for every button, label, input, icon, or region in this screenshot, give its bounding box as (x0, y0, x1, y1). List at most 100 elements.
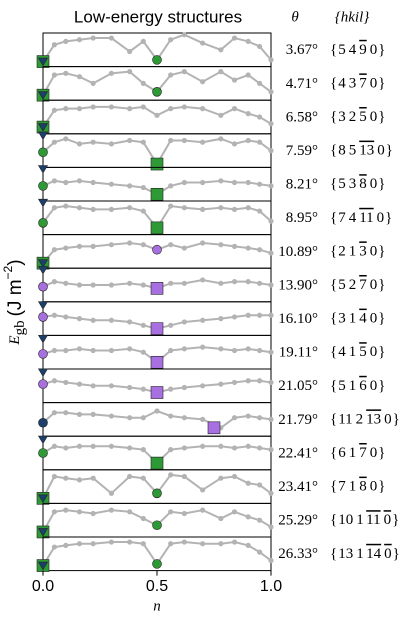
angle-label: 8.21° (286, 177, 318, 193)
energy-point (245, 378, 251, 384)
energy-point (231, 539, 238, 545)
chart-title: Low-energy structures (74, 7, 242, 26)
index-digit: 0 (370, 177, 378, 193)
index-brace: } (378, 244, 385, 260)
circle-marker (152, 559, 162, 569)
energy-point (108, 443, 114, 449)
index-digit: 5 (338, 378, 346, 394)
energy-point (245, 346, 251, 352)
energy-point (268, 490, 274, 496)
index-brace: { (330, 210, 337, 226)
y-axis-label: Egb (J m−2) (1, 259, 28, 345)
index-digit: 7 (359, 76, 367, 92)
index-digit: 0 (370, 277, 378, 293)
angle-label: 19.11° (279, 345, 318, 361)
energy-point (140, 282, 146, 288)
energy-point (168, 472, 174, 478)
energy-point (76, 346, 83, 352)
energy-point (181, 137, 187, 144)
energy-point (108, 317, 114, 323)
index-digit: 0 (370, 244, 378, 260)
energy-point (51, 312, 58, 318)
index-digit: 0 (370, 345, 378, 361)
energy-point (268, 218, 274, 224)
circle-marker (38, 147, 48, 158)
energy-point (168, 203, 174, 209)
energy-point (218, 515, 224, 522)
energy-point (108, 104, 114, 110)
index-digit: 11 (338, 412, 352, 428)
energy-point (51, 279, 58, 285)
index-label: {13 1 14 0} (330, 546, 400, 562)
square-marker (150, 322, 164, 335)
index-label: {3 2 5 0} (330, 109, 385, 125)
energy-point (90, 243, 96, 249)
energy-point (51, 509, 58, 515)
energy-point (168, 137, 174, 144)
energy-point (257, 80, 263, 86)
energy-point (168, 347, 174, 354)
y-label-sub: gb (12, 320, 28, 335)
square-marker (150, 157, 164, 171)
energy-point (168, 280, 174, 286)
index-digit: 0 (370, 109, 378, 125)
energy-point (127, 280, 133, 286)
energy-point (218, 178, 224, 184)
index-brace: { (330, 42, 337, 58)
energy-point (127, 346, 133, 352)
energy-point (76, 381, 83, 387)
energy-point (231, 509, 238, 515)
energy-point (51, 347, 58, 354)
energy-point (127, 539, 133, 545)
index-digit: 13 (366, 412, 381, 428)
circle-marker (152, 244, 162, 255)
energy-point (63, 106, 69, 112)
index-label: {4 1 5 0} (330, 345, 385, 361)
panel-frame (42, 502, 272, 538)
energy-point (108, 206, 114, 212)
angle-label: 8.95° (286, 210, 318, 226)
energy-point (168, 386, 174, 392)
energy-point (168, 242, 174, 248)
index-digit: 4 (359, 311, 367, 327)
index-digit: 0 (377, 210, 385, 226)
triangle-marker (37, 198, 49, 208)
energy-point (140, 386, 146, 392)
index-digit: 4 (338, 76, 346, 92)
index-digit: 0 (370, 76, 378, 92)
energy-point (51, 378, 58, 384)
triangle-marker (37, 259, 49, 268)
index-brace: } (378, 378, 385, 394)
index-digit: 4 (338, 345, 346, 361)
energy-point (200, 240, 206, 246)
energy-point (90, 317, 96, 323)
energy-point (181, 510, 187, 517)
energy-point (257, 114, 263, 120)
energy-point (245, 480, 251, 486)
index-digit: 5 (359, 345, 367, 361)
energy-point (257, 378, 263, 384)
index-brace: { (330, 513, 337, 529)
circle-marker (152, 87, 162, 97)
energy-point (181, 205, 187, 211)
index-digit: 7 (359, 277, 367, 293)
energy-point (257, 280, 263, 286)
energy-point (257, 482, 263, 488)
index-brace: } (378, 177, 385, 193)
energy-point (51, 410, 58, 416)
index-digit: 13 (359, 143, 374, 159)
index-digit: 3 (349, 76, 357, 92)
energy-point (127, 415, 133, 421)
energy-point (76, 106, 83, 112)
square-marker (207, 421, 221, 435)
energy-point (140, 415, 146, 421)
triangle-marker (37, 528, 49, 537)
energy-point (63, 280, 69, 286)
index-digit: 0 (384, 412, 392, 428)
energy-point (90, 383, 96, 389)
square-marker (150, 456, 164, 470)
energy-point (181, 245, 187, 251)
index-digit: 0 (377, 143, 385, 159)
index-label: {8 5 13 0} (330, 143, 393, 159)
triangle-marker (37, 91, 49, 100)
